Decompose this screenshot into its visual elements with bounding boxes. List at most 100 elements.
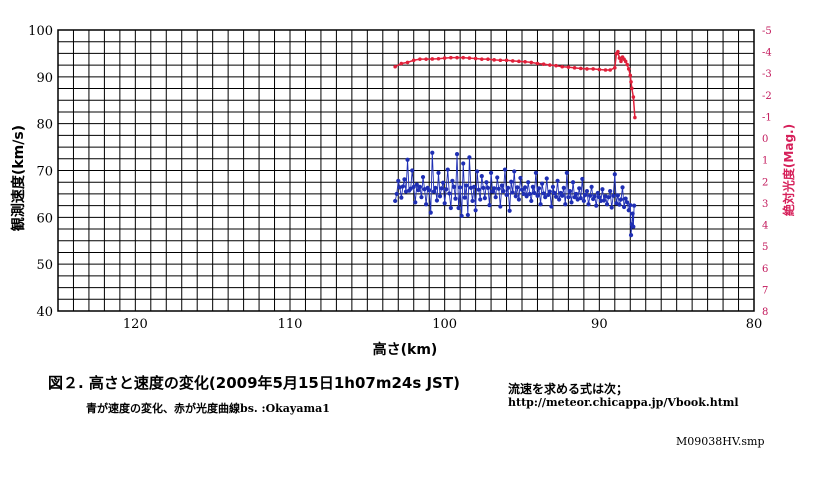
- y-tick-label: 50: [36, 258, 53, 273]
- data-point: [479, 57, 484, 61]
- data-point: [396, 178, 401, 183]
- y2-tick-label: 8: [762, 307, 768, 318]
- data-point: [442, 56, 447, 60]
- data-point: [451, 184, 457, 189]
- data-point: [436, 56, 441, 61]
- data-point: [548, 63, 552, 67]
- data-point: [630, 86, 634, 91]
- data-point: [626, 67, 631, 71]
- y2-tick-label: -2: [762, 91, 772, 102]
- data-point: [577, 186, 582, 191]
- data-point: [512, 169, 517, 174]
- data-point: [410, 168, 415, 173]
- data-point: [467, 155, 472, 160]
- data-point: [580, 176, 585, 182]
- data-point: [515, 185, 520, 190]
- data-point: [393, 64, 397, 69]
- data-point: [473, 208, 478, 213]
- data-point: [623, 196, 628, 201]
- data-point: [609, 205, 614, 210]
- y-tick-label: 90: [36, 71, 53, 86]
- data-point: [540, 181, 545, 186]
- data-point: [549, 204, 554, 209]
- data-point: [504, 192, 509, 197]
- data-point: [574, 191, 579, 197]
- data-point: [458, 185, 463, 190]
- data-point: [419, 195, 424, 200]
- data-point: [487, 203, 492, 208]
- data-point: [498, 58, 503, 63]
- x-tick-label: 90: [591, 317, 608, 332]
- data-point: [445, 167, 450, 172]
- data-point: [538, 202, 543, 207]
- formula-link[interactable]: http://meteor.chicappa.jp/Vbook.html: [508, 396, 739, 409]
- data-point: [524, 194, 529, 199]
- data-point: [566, 195, 571, 200]
- data-point: [597, 195, 602, 200]
- data-point: [560, 193, 565, 198]
- data-point: [448, 205, 453, 211]
- data-point: [587, 193, 593, 198]
- data-point: [606, 195, 611, 200]
- data-point: [626, 208, 631, 213]
- data-point: [612, 172, 617, 177]
- data-point: [484, 180, 489, 185]
- data-point: [598, 198, 603, 204]
- data-point: [630, 211, 635, 216]
- y2-tick-label: 6: [762, 264, 768, 275]
- data-point: [533, 170, 539, 175]
- data-point: [608, 68, 612, 72]
- data-point: [420, 174, 426, 180]
- data-point: [414, 182, 419, 187]
- data-point: [572, 66, 577, 70]
- file-name: M09038HV.smp: [676, 435, 765, 448]
- data-point: [595, 190, 600, 196]
- data-point: [516, 197, 522, 202]
- data-point: [510, 59, 515, 63]
- data-point: [408, 186, 413, 191]
- data-point: [518, 175, 523, 181]
- data-point: [629, 80, 633, 84]
- data-point: [567, 189, 573, 194]
- data-point: [594, 203, 599, 208]
- data-point: [486, 57, 490, 61]
- data-point: [600, 187, 605, 192]
- data-point: [424, 202, 429, 207]
- data-point: [628, 233, 634, 238]
- data-point: [513, 194, 518, 199]
- plot-frame: [57, 29, 755, 312]
- data-point: [453, 196, 458, 201]
- data-point: [617, 56, 622, 60]
- series-velocity: [393, 150, 637, 238]
- data-point: [476, 187, 481, 192]
- data-point: [461, 161, 466, 166]
- data-point: [399, 61, 404, 66]
- data-point: [400, 184, 406, 189]
- y-tick-label: 40: [36, 305, 53, 320]
- y-tick-label: 80: [36, 118, 53, 133]
- data-point: [444, 187, 449, 192]
- data-point: [405, 60, 410, 65]
- data-point: [554, 63, 558, 68]
- data-point: [430, 150, 435, 155]
- y-tick-label: 100: [28, 24, 53, 39]
- data-point: [462, 195, 467, 200]
- data-point: [530, 184, 535, 189]
- data-point: [572, 195, 577, 200]
- data-point: [405, 157, 410, 162]
- x-tick-label: 120: [123, 317, 148, 332]
- data-point: [510, 190, 515, 195]
- data-point: [434, 198, 440, 203]
- data-point: [547, 189, 552, 194]
- data-point: [495, 175, 500, 180]
- data-point: [447, 191, 452, 196]
- data-point: [592, 194, 597, 199]
- data-point: [578, 66, 583, 71]
- data-point: [437, 194, 443, 199]
- data-point: [631, 224, 636, 229]
- data-point: [413, 200, 418, 205]
- data-point: [488, 170, 494, 175]
- data-point: [470, 198, 475, 204]
- data-point: [519, 187, 525, 192]
- data-point: [461, 55, 466, 60]
